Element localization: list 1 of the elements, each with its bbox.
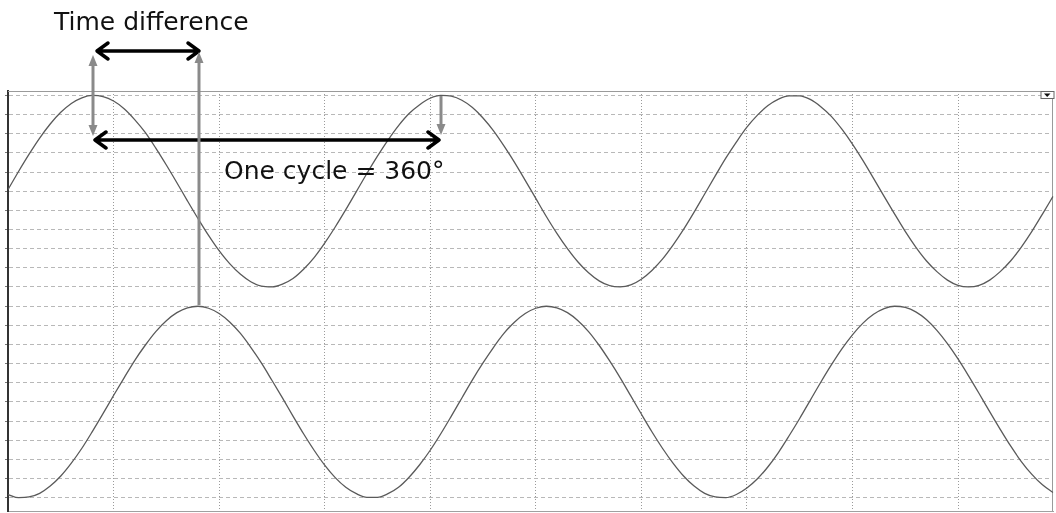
text: Time difference (54, 7, 249, 36)
